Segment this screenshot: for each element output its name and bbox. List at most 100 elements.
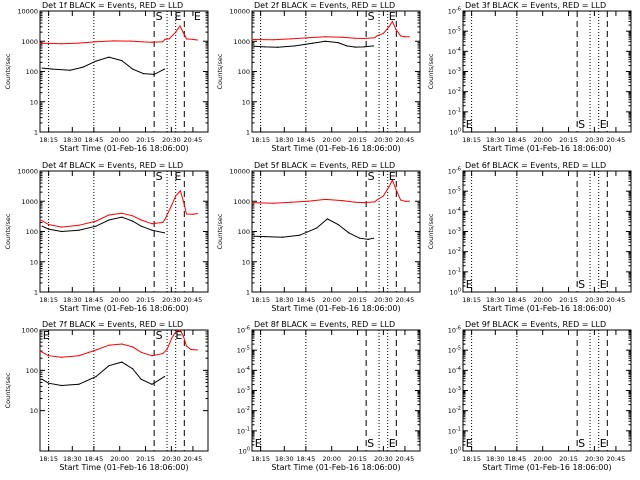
plot-frame [462,329,632,452]
series-point-events [372,45,375,47]
x-tick-label: 18:45 [296,455,315,463]
series-point-lld [272,39,275,41]
series-point-events [264,235,266,238]
x-tick-label: 20:00 [533,136,552,144]
series-point-lld [48,223,50,226]
plot-frame [39,329,209,452]
y-tick-label: 1000 [21,38,38,46]
x-axis-label: Start Time (01-Feb-16 18:06:00) [271,304,400,313]
y-tick-label: 10 [242,98,250,106]
y-tick-label: 10-5 [448,346,461,355]
series-point-lld [60,356,63,358]
interval-marker-label: E [600,118,607,131]
series-point-lld [108,344,110,346]
series-point-events [163,232,166,234]
y-tick-label: 100 [450,128,461,137]
y-tick-label: 10-4 [237,366,250,375]
panel-title: Det 8f BLACK = Events, RED = LLD [254,320,395,329]
y-tick-label: 100 [450,447,461,456]
y-tick-label: 100 [238,228,250,236]
series-point-lld [60,226,63,228]
panel-title: Det 4f BLACK = Events, RED = LLD [42,161,183,170]
x-tick-label: 20:45 [396,296,415,304]
series-point-events [151,383,153,385]
series-point-lld [166,348,168,351]
interval-marker-label: E [194,10,201,23]
series-point-lld [170,205,172,207]
y-axis-label: Counts/sec [216,53,224,89]
x-tick-label: 18:30 [63,296,82,304]
series-point-lld [382,32,384,35]
x-tick-label: 20:15 [559,136,578,144]
series-point-lld [374,37,376,39]
series-point-lld [341,200,344,202]
series-point-lld [182,200,185,202]
x-tick-label: 20:45 [396,455,415,463]
interval-marker-label: E [175,10,182,23]
x-tick-label: 18:15 [251,296,270,304]
interval-marker-label: E [175,329,182,342]
x-tick-label: 20:45 [607,136,626,144]
interval-marker-label: E [600,437,607,450]
x-tick-label: 20:00 [322,455,341,463]
x-tick-label: 18:15 [462,136,481,144]
series-line-events [254,40,374,48]
y-tick-label: 10-4 [448,47,461,56]
series-point-lld [182,335,185,337]
series-point-events [108,56,110,58]
series-point-lld [388,26,390,28]
y-axis-label: Counts/sec [4,53,12,89]
y-tick-label: 10-1 [448,107,461,116]
interval-marker-label: E [175,170,182,183]
interval-marker-label: S [578,437,585,450]
series-point-lld [388,186,390,188]
series-point-events [121,59,123,62]
series-point-lld [190,348,192,351]
plot-frame [251,329,421,452]
y-tick-label: 1000 [233,198,250,206]
series-point-events [41,67,43,69]
series-point-events [298,234,300,236]
series-line-lld [40,25,198,45]
x-axis-label: Start Time (01-Feb-16 18:06:00) [482,304,611,313]
chart-panel-det2f: Det 2f BLACK = Events, RED = LLD 1 10 100 10… [216,1,421,153]
series-point-lld [395,188,397,190]
interval-marker-label: E [43,329,50,342]
series-point-events [48,228,50,230]
series-line-lld [39,189,198,228]
series-point-lld [175,31,177,33]
series-line-lld [251,20,410,41]
series-point-lld [354,201,356,203]
series-point-lld [179,190,182,192]
series-point-events [132,368,134,370]
x-tick-label: 20:15 [348,455,367,463]
y-tick-label: 10000 [17,8,38,16]
y-tick-label: 10-3 [448,227,461,236]
panel-title: Det 6f BLACK = Events, RED = LLD [465,161,606,170]
x-tick-label: 20:45 [184,455,203,463]
y-tick-label: 10-6 [448,7,461,16]
x-tick-label: 18:30 [486,296,505,304]
series-point-events [324,40,326,42]
series-point-lld [78,224,80,226]
chart-panel-det4f: Det 4f BLACK = Events, RED = LLD 1 10 100 10… [4,161,209,313]
series-point-lld [48,355,50,357]
series-point-lld [179,25,181,27]
series-point-events [359,237,361,239]
y-tick-label: 10-6 [237,326,250,335]
x-tick-label: 20:45 [607,455,626,463]
y-tick-label: 1 [34,289,38,297]
series-point-lld [151,41,153,43]
series-line-events [41,361,165,387]
series-point-lld [179,329,181,331]
x-tick-label: 18:30 [63,455,82,463]
x-tick-label: 20:15 [136,296,155,304]
y-tick-label: 100 [239,447,250,456]
series-point-events [140,225,142,227]
series-point-events [346,45,348,47]
series-point-lld [324,198,326,201]
series-point-events [95,60,97,62]
series-point-events [41,378,43,380]
interval-marker-label: E [600,278,607,291]
series-point-events [108,219,110,221]
